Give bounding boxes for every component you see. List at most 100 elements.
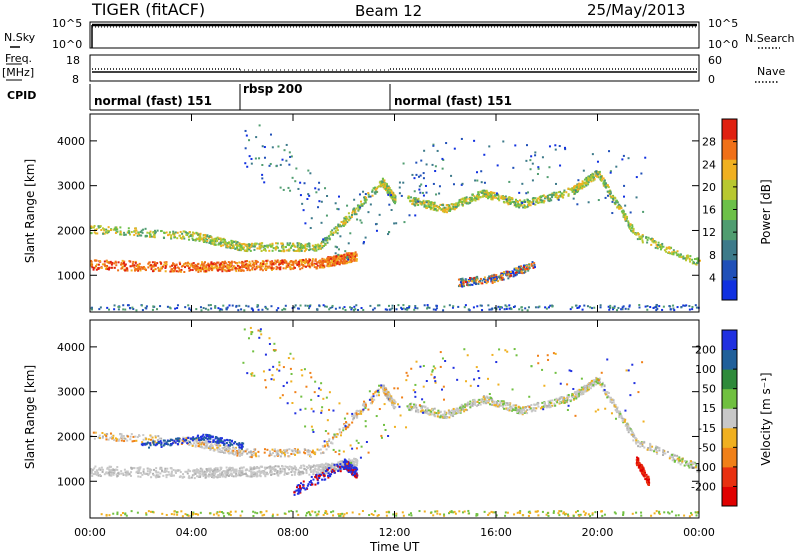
echo-cell: [214, 443, 217, 446]
echo-cell: [291, 469, 294, 472]
echo-cell: [607, 305, 610, 308]
echo-cell: [543, 200, 546, 203]
echo-cell: [358, 207, 361, 210]
echo-cell: [352, 210, 355, 213]
echo-cell: [491, 275, 494, 278]
echo-cell: [90, 307, 93, 310]
echo-cell: [548, 166, 551, 169]
echo-cell: [117, 269, 120, 272]
echo-cell: [210, 242, 213, 245]
echo-cell: [216, 236, 219, 239]
echo-cell: [109, 432, 112, 435]
echo-cell: [573, 190, 576, 193]
echo-cell: [165, 470, 168, 473]
echo-cell: [248, 269, 251, 272]
echo-cell: [462, 279, 465, 282]
echo-cell: [266, 246, 269, 249]
echo-cell: [388, 231, 391, 234]
echo-cell: [346, 217, 349, 220]
echo-cell: [157, 269, 160, 272]
echo-cell: [192, 265, 195, 268]
freq-panel: 18 8 60 0: [66, 54, 722, 86]
echo-cell: [504, 197, 507, 200]
echo-cell: [279, 455, 282, 458]
echo-cell: [266, 466, 269, 469]
echo-cell: [394, 195, 397, 198]
echo-cell: [235, 304, 238, 307]
echo-cell: [236, 264, 239, 267]
echo-cell: [356, 462, 359, 465]
echo-cell: [524, 268, 527, 271]
echo-cell: [263, 181, 266, 184]
echo-cell: [253, 475, 256, 478]
echo-cell: [329, 230, 332, 233]
echo-cell: [394, 401, 397, 404]
echo-cell: [418, 200, 421, 203]
echo-cell: [614, 202, 617, 205]
echo-cell: [285, 261, 288, 264]
echo-cell: [316, 448, 319, 451]
echo-cell: [172, 232, 175, 235]
echo-cell: [603, 179, 606, 182]
echo-cell: [138, 265, 141, 268]
echo-cell: [306, 243, 309, 246]
echo-cell: [351, 418, 354, 421]
echo-cell: [194, 472, 197, 475]
echo-cell: [122, 437, 125, 440]
echo-cell: [485, 189, 488, 192]
echo-cell: [263, 451, 266, 454]
echo-cell: [201, 471, 204, 474]
echo-cell: [407, 195, 410, 198]
echo-cell: [597, 176, 600, 179]
echo-cell: [99, 475, 102, 478]
echo-cell: [214, 239, 217, 242]
echo-cell: [221, 450, 224, 453]
echo-cell: [115, 264, 118, 267]
echo-cell: [179, 439, 182, 442]
echo-cell: [496, 193, 499, 196]
echo-cell: [174, 471, 177, 474]
echo-cell: [635, 196, 638, 199]
echo-cell: [247, 305, 250, 308]
echo-cell: [554, 144, 557, 147]
echo-cell: [277, 145, 280, 148]
echo-cell: [367, 192, 370, 195]
echo-cell: [117, 308, 120, 311]
echo-cell: [317, 246, 320, 249]
echo-cell: [274, 448, 277, 451]
echo-cell: [385, 390, 388, 393]
echo-cell: [561, 195, 564, 198]
echo-cell: [576, 307, 579, 310]
echo-cell: [308, 259, 311, 262]
echo-cell: [296, 264, 299, 267]
echo-cell: [130, 433, 133, 436]
echo-cell: [506, 200, 509, 203]
echo-cell: [288, 262, 291, 265]
echo-cell: [444, 209, 447, 212]
echo-cell: [320, 469, 323, 472]
echo-cell: [541, 194, 544, 197]
echo-cell: [152, 474, 155, 477]
echo-cell: [278, 472, 281, 475]
echo-cell: [224, 262, 227, 265]
echo-cell: [229, 246, 232, 249]
echo-cell: [599, 306, 602, 309]
echo-cell: [520, 265, 523, 268]
echo-cell: [217, 307, 220, 310]
echo-cell: [187, 235, 190, 238]
echo-cell: [216, 443, 219, 446]
echo-cell: [519, 266, 522, 269]
echo-cell: [482, 395, 485, 398]
echo-cell: [123, 440, 126, 443]
echo-cell: [333, 264, 336, 267]
echo-cell: [246, 468, 249, 471]
echo-cell: [210, 474, 213, 477]
echo-cell: [514, 201, 517, 204]
echo-cell: [451, 411, 454, 414]
echo-cell: [241, 452, 244, 455]
echo-cell: [544, 306, 547, 309]
echo-cell: [205, 474, 208, 477]
echo-cell: [291, 261, 294, 264]
echo-cell: [107, 231, 110, 234]
echo-cell: [336, 207, 339, 210]
